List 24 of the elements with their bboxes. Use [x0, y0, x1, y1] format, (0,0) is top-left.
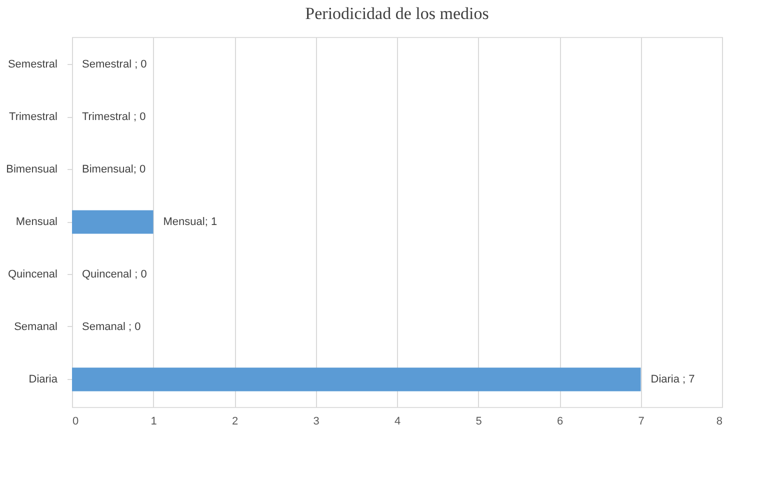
y-tick-label: Trimestral	[9, 111, 58, 124]
data-label: Trimestral ; 0	[82, 111, 146, 124]
x-tick-label: 5	[476, 416, 482, 428]
x-tick-label: 8	[716, 416, 722, 428]
y-tick-label: Bimensual	[6, 164, 58, 176]
x-tick-label: 0	[72, 416, 79, 428]
data-label: Quincenal ; 0	[82, 268, 147, 280]
data-label: Mensual; 1	[163, 216, 218, 228]
x-tick-label: 4	[394, 416, 401, 428]
data-label: Bimensual; 0	[82, 164, 146, 176]
data-label: Diaria ; 7	[650, 373, 695, 386]
y-tick-label: Semestral	[8, 58, 58, 71]
chart-title: Periodicidad de los medios	[305, 4, 489, 23]
data-label: Semanal ; 0	[82, 320, 141, 333]
x-tick-label: 7	[638, 416, 644, 428]
x-tick-label: 3	[313, 416, 320, 428]
x-tick-label: 6	[556, 416, 564, 428]
y-tick-label: Diaria	[28, 373, 58, 386]
y-tick-label: Mensual	[16, 216, 58, 228]
x-tick-label: 1	[150, 416, 157, 428]
y-tick-label: Semanal	[14, 320, 58, 333]
x-tick-label: 2	[232, 416, 238, 428]
y-tick-label: Quincenal	[8, 268, 58, 280]
data-label: Semestral ; 0	[82, 58, 147, 71]
